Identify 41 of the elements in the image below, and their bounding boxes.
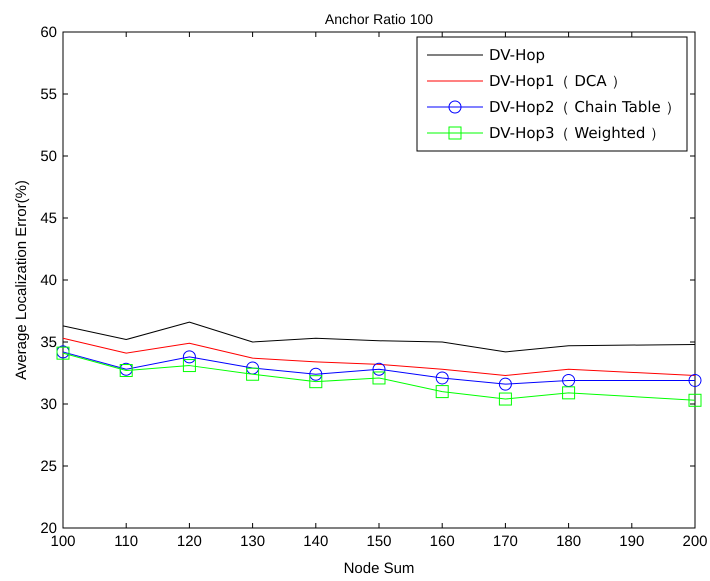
y-tick-label: 30 <box>40 396 57 413</box>
x-tick-label: 190 <box>619 533 644 550</box>
chart-title: Anchor Ratio 100 <box>324 11 434 27</box>
point <box>309 375 322 388</box>
x-axis-title: Node Sum <box>344 560 414 577</box>
x-tick-label: 140 <box>303 533 328 550</box>
legend-label: DV-Hop2（ Chain Table ） <box>489 98 681 116</box>
point <box>246 368 260 381</box>
legend-label: DV-Hop1（ DCA ） <box>489 72 626 90</box>
x-tick-label: 130 <box>240 533 266 550</box>
point <box>688 374 702 387</box>
point <box>182 350 196 364</box>
x-tick-label: 110 <box>114 533 138 550</box>
point <box>436 385 449 398</box>
y-tick-label: 50 <box>40 148 57 165</box>
y-tick-label: 40 <box>40 272 57 289</box>
point <box>498 392 512 406</box>
point <box>182 359 196 372</box>
point <box>498 378 512 391</box>
x-tick-label: 150 <box>366 533 392 550</box>
point <box>372 371 386 384</box>
point <box>309 368 322 381</box>
point <box>688 394 702 407</box>
y-tick-label: 35 <box>40 334 57 351</box>
point <box>372 362 386 376</box>
y-tick-label: 55 <box>40 86 57 103</box>
legend-label: DV-Hop <box>489 46 546 64</box>
point <box>562 386 576 400</box>
y-tick-label: 45 <box>40 210 57 227</box>
x-tick-label: 120 <box>176 533 202 550</box>
y-axis-title: Average Localization Error(%) <box>13 180 30 380</box>
x-tick-label: 180 <box>556 533 582 550</box>
point <box>246 362 260 375</box>
point <box>436 371 449 384</box>
legend-label: DV-Hop3（ Weighted ） <box>489 124 666 142</box>
x-tick-label: 170 <box>492 533 518 550</box>
y-tick-label: 60 <box>40 24 57 41</box>
y-tick-label: 25 <box>40 458 57 475</box>
x-tick-label: 160 <box>430 533 455 550</box>
point <box>562 374 576 387</box>
x-tick-label: 200 <box>682 533 708 550</box>
